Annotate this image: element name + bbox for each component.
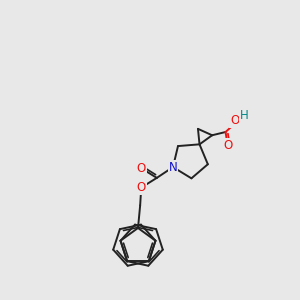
- Text: O: O: [230, 114, 239, 127]
- Text: H: H: [240, 109, 249, 122]
- Text: O: O: [223, 139, 232, 152]
- Text: O: O: [136, 162, 146, 175]
- Text: N: N: [169, 160, 177, 174]
- Text: O: O: [136, 181, 146, 194]
